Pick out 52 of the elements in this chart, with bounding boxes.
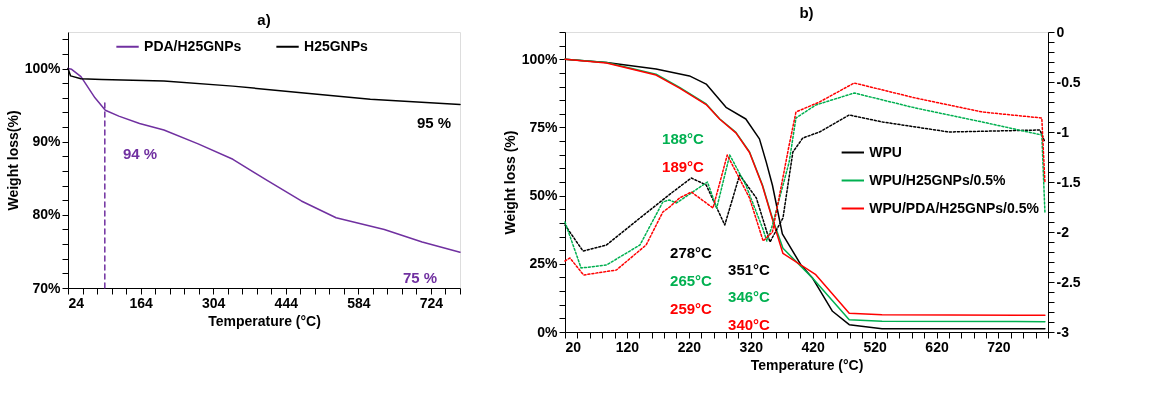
y2-tick-label: 0	[1056, 23, 1065, 40]
y-tick-label: 100%	[24, 60, 62, 77]
y-axis-title: Weight loss (%)	[501, 130, 518, 235]
x-tick-label: 720	[987, 338, 1011, 355]
y2-tick-label: -1	[1056, 123, 1070, 140]
annotation: 259°C	[670, 300, 713, 317]
x-tick-label: 520	[863, 338, 888, 355]
x-axis-title: Temperature (°C)	[208, 312, 321, 329]
y-tick-label: 0%	[537, 323, 559, 340]
legend-label: WPU	[869, 143, 902, 160]
x-tick-label: 584	[347, 294, 371, 311]
y-tick-label: 90%	[32, 133, 62, 150]
annotation: 75 %	[402, 269, 438, 286]
y-tick-label: 50%	[529, 187, 559, 204]
x-tick-label: 420	[801, 338, 826, 355]
y-tick-label: 80%	[32, 206, 62, 223]
y2-tick-label: -1.5	[1056, 173, 1081, 190]
annotation: 95 %	[416, 114, 452, 131]
legend-label: WPU/PDA/H25GNPs/0.5%	[869, 199, 1040, 216]
x-tick-label: 304	[202, 294, 226, 311]
annotation: 188°C	[662, 130, 705, 147]
legend-label: H25GNPs	[304, 37, 369, 54]
x-tick-label: 220	[677, 338, 702, 355]
x-tick-label: 24	[68, 294, 85, 311]
legend-label: WPU/H25GNPs/0.5%	[869, 171, 1007, 188]
annotation: 351°C	[728, 261, 771, 278]
x-axis-title: Temperature (°C)	[750, 356, 864, 373]
x-tick-label: 620	[925, 338, 949, 355]
annotation: 265°C	[670, 272, 713, 289]
x-tick-label: 120	[615, 338, 640, 355]
x-tick-label: 164	[129, 294, 153, 311]
y2-tick-label: -0.5	[1056, 73, 1081, 90]
legend-label: PDA/H25GNPs	[144, 37, 242, 54]
chart-title: b)	[799, 4, 814, 21]
chart-title: a)	[257, 11, 271, 28]
annotation: 278°C	[670, 244, 713, 261]
y2-tick-label: -2	[1056, 223, 1070, 240]
y-tick-label: 75%	[529, 118, 559, 135]
x-tick-label: 444	[274, 294, 299, 311]
y-axis-title: Weight loss(%)	[4, 110, 21, 211]
y-tick-label: 100%	[521, 50, 559, 67]
x-tick-label: 724	[419, 294, 444, 311]
y2-tick-label: -2.5	[1056, 273, 1081, 290]
annotation: 94 %	[122, 145, 158, 162]
annotation: 346°C	[728, 288, 771, 305]
annotation: 189°C	[662, 158, 705, 175]
x-tick-label: 320	[739, 338, 764, 355]
y2-tick-label: -3	[1056, 323, 1070, 340]
y-tick-label: 25%	[529, 255, 559, 272]
annotation: 340°C	[728, 316, 771, 333]
y-tick-label: 70%	[32, 279, 62, 296]
x-tick-label: 20	[565, 338, 582, 355]
